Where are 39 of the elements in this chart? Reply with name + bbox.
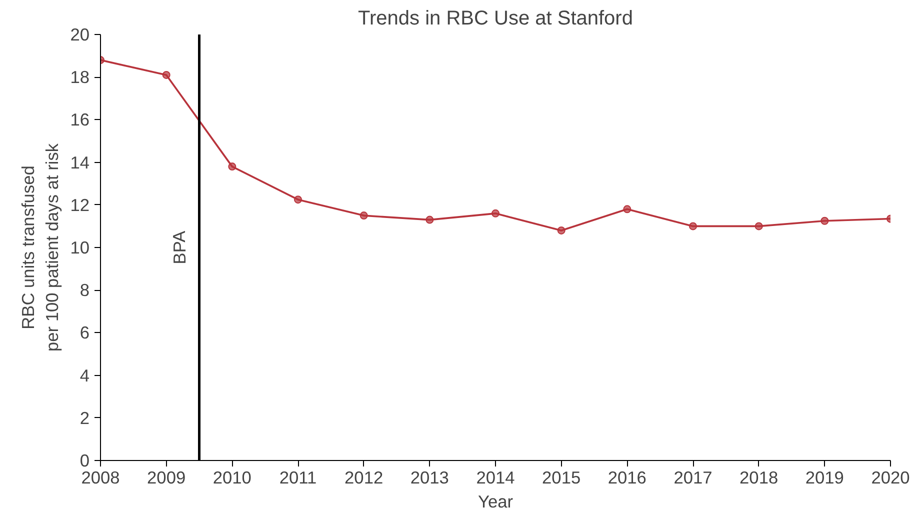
x-tick-label: 2016 <box>608 468 646 488</box>
x-tick-label: 2018 <box>740 468 778 488</box>
y-tick-label: 20 <box>70 24 90 44</box>
point <box>754 222 763 230</box>
y-tick-label: 12 <box>70 194 90 215</box>
point <box>820 216 829 225</box>
ref-line-label: BPA <box>169 230 190 264</box>
y-tick-label: 0 <box>80 450 90 470</box>
point <box>294 196 302 204</box>
point <box>426 216 434 224</box>
point <box>557 226 566 234</box>
point <box>623 205 632 214</box>
x-axis-title: Year <box>478 492 514 512</box>
x-tick-label: 2012 <box>344 468 384 488</box>
y-axis-title: RBC units transfused per 100 patient days at risk <box>18 143 62 352</box>
x-tick-label: 2019 <box>805 468 844 488</box>
y-tick-label: 18 <box>70 67 90 88</box>
x-tick-label: 2020 <box>871 468 910 488</box>
x-tick-label: 2008 <box>81 468 120 488</box>
y-tick-label: 8 <box>80 280 90 300</box>
y-tick-label: 2 <box>80 408 90 428</box>
y-tick-label: 14 <box>70 152 90 172</box>
x-tick-label: 2010 <box>212 468 252 488</box>
point <box>228 162 236 171</box>
x-tick-label: 2013 <box>410 468 449 488</box>
point <box>689 222 697 230</box>
x-tick-label: 2011 <box>279 468 317 488</box>
point <box>492 209 500 218</box>
y-tick-label: 10 <box>70 238 90 258</box>
x-tick-label: 2015 <box>542 468 581 488</box>
point <box>360 212 368 220</box>
chart-title: Trends in RBC Use at Stanford <box>358 8 633 30</box>
x-tick-label: 2009 <box>147 468 186 488</box>
y-tick-label: 6 <box>80 322 90 343</box>
x-tick-label: 2017 <box>674 468 712 488</box>
point <box>162 70 170 79</box>
y-tick-label: 16 <box>70 110 90 130</box>
y-tick-label: 4 <box>80 365 90 386</box>
x-tick-label: 2014 <box>476 468 516 488</box>
